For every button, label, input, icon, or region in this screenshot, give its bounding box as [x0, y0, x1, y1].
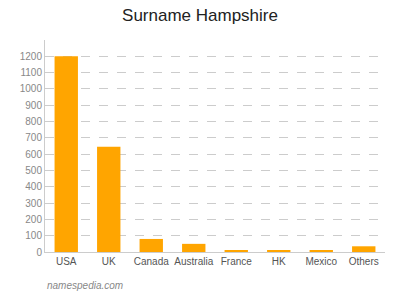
svg-text:1100: 1100 — [20, 67, 42, 78]
svg-text:700: 700 — [25, 132, 42, 143]
svg-text:UK: UK — [102, 256, 116, 267]
svg-text:100: 100 — [25, 230, 42, 241]
svg-text:0: 0 — [36, 247, 42, 258]
svg-text:200: 200 — [25, 214, 42, 225]
svg-text:Others: Others — [349, 256, 379, 267]
svg-text:1200: 1200 — [20, 51, 43, 62]
svg-text:Canada: Canada — [134, 256, 169, 267]
svg-text:900: 900 — [25, 100, 42, 111]
svg-text:400: 400 — [25, 181, 42, 192]
svg-text:Surname Hampshire: Surname Hampshire — [122, 6, 278, 25]
svg-text:HK: HK — [272, 256, 286, 267]
svg-text:600: 600 — [25, 149, 42, 160]
svg-text:1000: 1000 — [20, 83, 43, 94]
svg-text:500: 500 — [25, 165, 42, 176]
svg-text:300: 300 — [25, 198, 42, 209]
svg-text:Australia: Australia — [174, 256, 213, 267]
svg-text:Mexico: Mexico — [305, 256, 337, 267]
svg-text:France: France — [221, 256, 253, 267]
svg-text:800: 800 — [25, 116, 42, 127]
svg-text:USA: USA — [56, 256, 77, 267]
svg-text:namespedia.com: namespedia.com — [47, 280, 123, 291]
